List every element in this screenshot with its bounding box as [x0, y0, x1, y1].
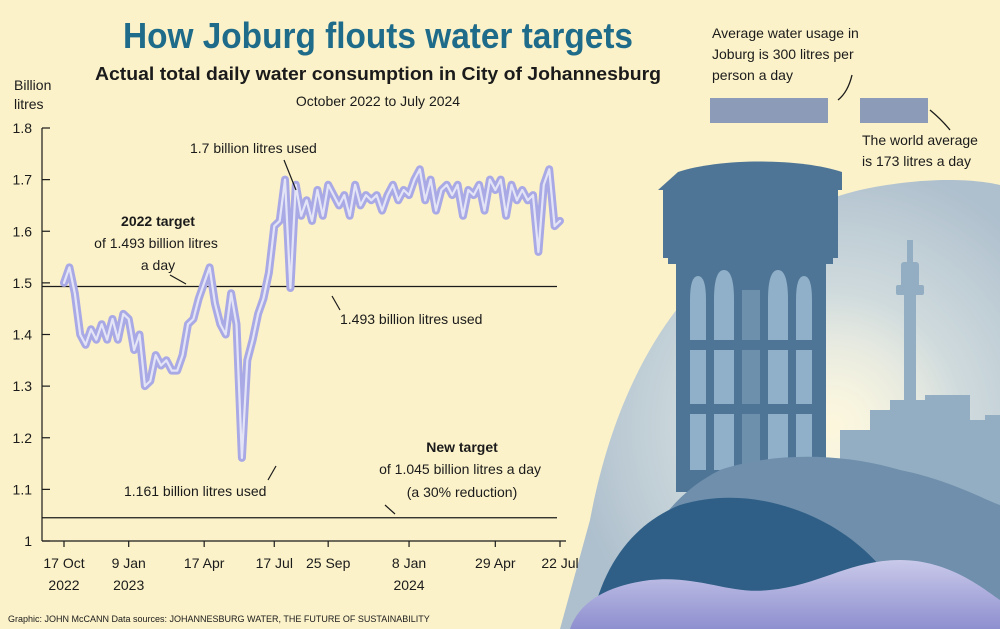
- annotation-max-leader: [283, 159, 297, 191]
- x-tick-label: 22 Jul: [541, 555, 578, 571]
- target-2022-leader: [169, 274, 187, 285]
- page-title: How Joburg flouts water targets: [123, 15, 633, 56]
- y-tick-label: 1.4: [13, 327, 33, 343]
- annotation-max: 1.7 billion litres used: [190, 140, 317, 156]
- joburg-callout-leader: [837, 74, 853, 101]
- water-tower-illustration: [560, 161, 1000, 629]
- tower-windows: [690, 270, 812, 470]
- x-ticks: 17 Oct 2022 9 Jan 2023 17 Apr 17 Jul 25 Sep 8 J…: [43, 541, 579, 593]
- y-tick-label: 1.2: [13, 430, 33, 446]
- x-tick-label: 8 Jan 2024: [392, 555, 426, 593]
- annotation-min-leader: [267, 465, 277, 481]
- world-callout-leader: [929, 109, 951, 131]
- y-tick-label: 1.1: [13, 481, 33, 497]
- y-tick-label: 1.7: [13, 172, 33, 188]
- target-new-leader: [384, 504, 396, 515]
- annotation-min: 1.161 billion litres used: [124, 483, 266, 499]
- y-tick-label: 1.3: [13, 378, 33, 394]
- y-axis-label: Billion litres: [14, 77, 55, 112]
- joburg-usage-bar: [710, 98, 828, 123]
- world-usage-bar: [860, 98, 928, 123]
- target-new-text: of 1.045 billion litres a day (a 30% red…: [379, 461, 545, 500]
- x-tick-label: 29 Apr: [475, 555, 516, 571]
- chart-subtitle: Actual total daily water consumption in …: [95, 64, 661, 84]
- joburg-usage-text: Average water usage in Joburg is 300 lit…: [712, 25, 863, 83]
- x-tick-label: 25 Sep: [306, 555, 351, 571]
- target-new-title: New target: [426, 439, 498, 455]
- annotation-1493: 1.493 billion litres used: [340, 311, 482, 327]
- y-tick-label: 1: [24, 533, 32, 549]
- y-ticks: 1 1.1 1.2 1.3 1.4 1.5 1.6 1.7 1.8: [13, 120, 50, 549]
- world-usage-text: The world average is 173 litres a day: [862, 132, 982, 169]
- annotations: 1.7 billion litres used 1.493 billion li…: [94, 140, 545, 515]
- y-tick-label: 1.5: [13, 275, 33, 291]
- usage-comparison: Average water usage in Joburg is 300 lit…: [710, 25, 982, 169]
- target-lines: [42, 285, 557, 519]
- chart-period: October 2022 to July 2024: [296, 93, 460, 109]
- target-2022-title: 2022 target: [121, 213, 195, 229]
- annotation-1493-leader: [331, 295, 341, 311]
- target-2022-text: of 1.493 billion litres a day: [94, 235, 222, 273]
- x-tick-label: 17 Apr: [184, 555, 225, 571]
- x-tick-label: 17 Jul: [256, 555, 293, 571]
- series-line: [62, 168, 562, 459]
- x-tick-label: 9 Jan 2023: [112, 555, 146, 593]
- telecom-tower: [896, 240, 924, 434]
- y-tick-label: 1.8: [13, 120, 33, 136]
- tower-bands: [676, 340, 826, 414]
- credit-line: Graphic: JOHN McCANN Data sources: JOHAN…: [8, 614, 430, 624]
- x-tick-label: 17 Oct 2022: [43, 555, 84, 593]
- series-layer: [60, 165, 564, 462]
- rock-light: [570, 560, 1000, 629]
- y-tick-label: 1.6: [13, 223, 33, 239]
